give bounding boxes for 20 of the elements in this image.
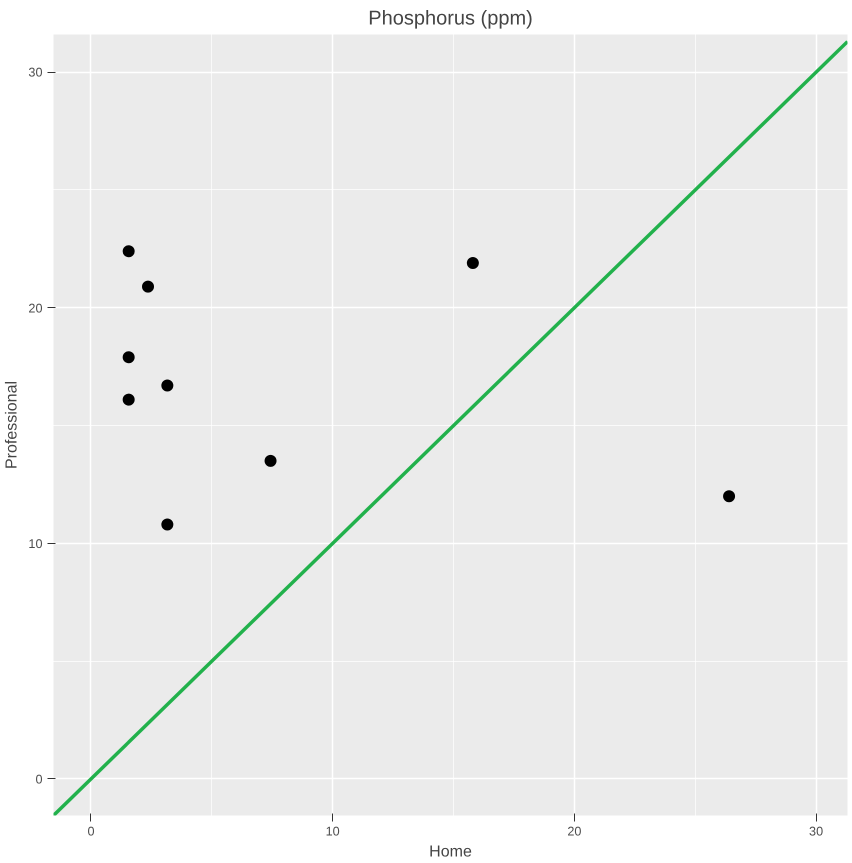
x-tick-label: 30 xyxy=(809,824,824,838)
point xyxy=(122,394,135,406)
y-tick-label: 10 xyxy=(28,536,42,551)
x-tick-label: 0 xyxy=(87,824,94,838)
x-tick-label: 20 xyxy=(567,824,582,838)
point xyxy=(723,490,736,502)
point xyxy=(264,454,277,467)
point xyxy=(122,245,135,258)
y-tick-label: 30 xyxy=(28,66,42,80)
x-tick-label: 10 xyxy=(326,824,340,838)
point xyxy=(161,518,174,531)
point xyxy=(142,280,154,293)
x-axis-title: Home xyxy=(429,844,472,860)
point xyxy=(122,351,135,364)
chart-title: Phosphorus (ppm) xyxy=(368,8,533,30)
y-tick-label: 0 xyxy=(35,772,43,786)
y-tick-label: 20 xyxy=(28,301,42,316)
point xyxy=(466,257,479,270)
y-axis-title: Professional xyxy=(3,380,20,470)
point xyxy=(161,380,174,392)
